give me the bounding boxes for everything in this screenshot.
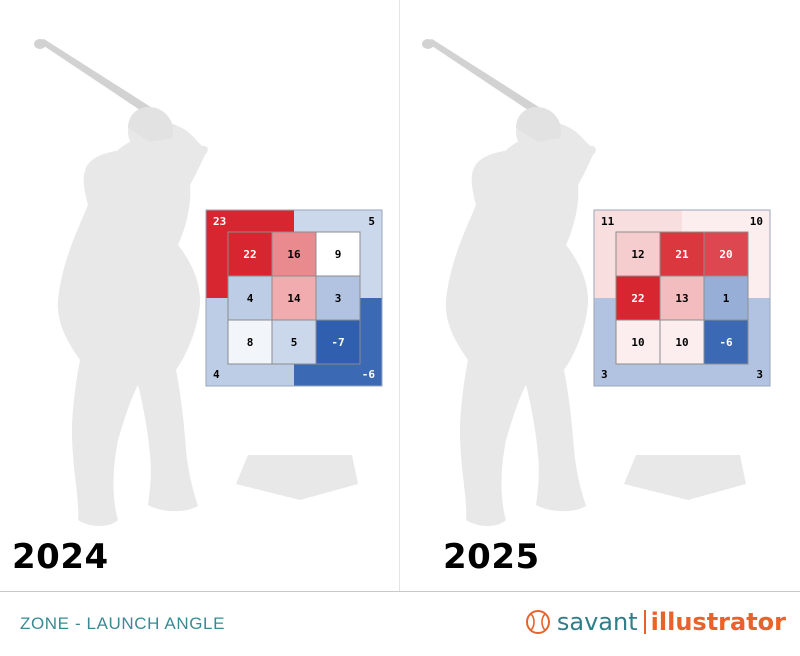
zone-cell-label-r2c3: 3 bbox=[335, 292, 342, 305]
home-plate-left bbox=[236, 455, 358, 500]
zone-cell-r3c1 bbox=[615, 319, 661, 365]
zone-cell-r2c3 bbox=[703, 275, 749, 321]
brand-logo: savant illustrator bbox=[525, 604, 786, 640]
zone-cell-r1c3 bbox=[703, 231, 749, 277]
outer-label-top-left: 23 bbox=[213, 215, 226, 228]
zone-cell-label-r1c1: 22 bbox=[243, 248, 256, 261]
baseball-icon bbox=[525, 610, 550, 634]
zone-cell-label-r2c1: 22 bbox=[631, 292, 644, 305]
outer-label-top-right: 10 bbox=[750, 215, 763, 228]
brand-separator bbox=[643, 610, 646, 634]
outer-label-bottom-right: -6 bbox=[362, 368, 376, 381]
zone-cell-r3c2 bbox=[271, 319, 317, 365]
zone-cell-label-r2c3: 1 bbox=[723, 292, 730, 305]
panel-divider bbox=[399, 0, 400, 592]
home-plate-right bbox=[624, 455, 746, 500]
footer-rule bbox=[0, 591, 800, 592]
zone-cell-label-r1c3: 9 bbox=[335, 248, 342, 261]
zone-cell-r2c1 bbox=[615, 275, 661, 321]
batter-silhouette-left bbox=[34, 39, 208, 526]
zone-border bbox=[205, 209, 383, 387]
zone-cell-label-r3c2: 10 bbox=[675, 336, 688, 349]
zone-cell-label-r3c1: 10 bbox=[631, 336, 644, 349]
zone-cell-r2c2 bbox=[659, 275, 705, 321]
outer-label-bottom-right: 3 bbox=[756, 368, 763, 381]
footer-title: ZONE - LAUNCH ANGLE bbox=[20, 614, 226, 633]
outer-label-bottom-left: 4 bbox=[213, 368, 220, 381]
zone-cell-r3c1 bbox=[227, 319, 273, 365]
year-label-2025: 2025 bbox=[443, 537, 540, 577]
outer-label-bottom-left: 3 bbox=[601, 368, 608, 381]
zone-cell-label-r3c2: 5 bbox=[291, 336, 298, 349]
batter-silhouette-right bbox=[422, 39, 596, 526]
zone-cell-label-r3c1: 8 bbox=[247, 336, 254, 349]
brand-illustrator-text: illustrator bbox=[650, 608, 786, 636]
zone-cell-label-r1c2: 16 bbox=[287, 248, 301, 261]
brand-savant-text: savant bbox=[556, 608, 638, 636]
zone-cell-label-r2c2: 14 bbox=[287, 292, 301, 305]
year-label-2024: 2024 bbox=[12, 537, 109, 577]
zone-cell-label-r3c3: -6 bbox=[719, 336, 733, 349]
zone-border bbox=[593, 209, 771, 387]
zone-cell-r3c3 bbox=[703, 319, 749, 365]
zone-cell-r3c2 bbox=[659, 319, 705, 365]
zone-cell-label-r1c3: 20 bbox=[719, 248, 732, 261]
zone-heatmap-2024: 23 5 4 -6 22 16 9 4 14 3 8 5 -7 bbox=[205, 209, 383, 387]
outer-label-top-left: 11 bbox=[601, 215, 615, 228]
zone-cell-label-r2c2: 13 bbox=[675, 292, 688, 305]
zone-cell-label-r1c2: 21 bbox=[675, 248, 689, 261]
zone-heatmap-2025: 11 10 3 3 12 21 20 22 13 1 10 10 -6 bbox=[593, 209, 771, 387]
zone-cell-r3c3 bbox=[315, 319, 361, 365]
zone-cell-label-r3c3: -7 bbox=[331, 336, 344, 349]
zone-cell-label-r1c1: 12 bbox=[631, 248, 644, 261]
zone-cell-r2c3 bbox=[315, 275, 361, 321]
zone-cell-r1c2 bbox=[659, 231, 705, 277]
outer-label-top-right: 5 bbox=[368, 215, 375, 228]
zone-cell-r2c2 bbox=[271, 275, 317, 321]
zone-cell-label-r2c1: 4 bbox=[247, 292, 254, 305]
zone-cell-r1c1 bbox=[615, 231, 661, 277]
